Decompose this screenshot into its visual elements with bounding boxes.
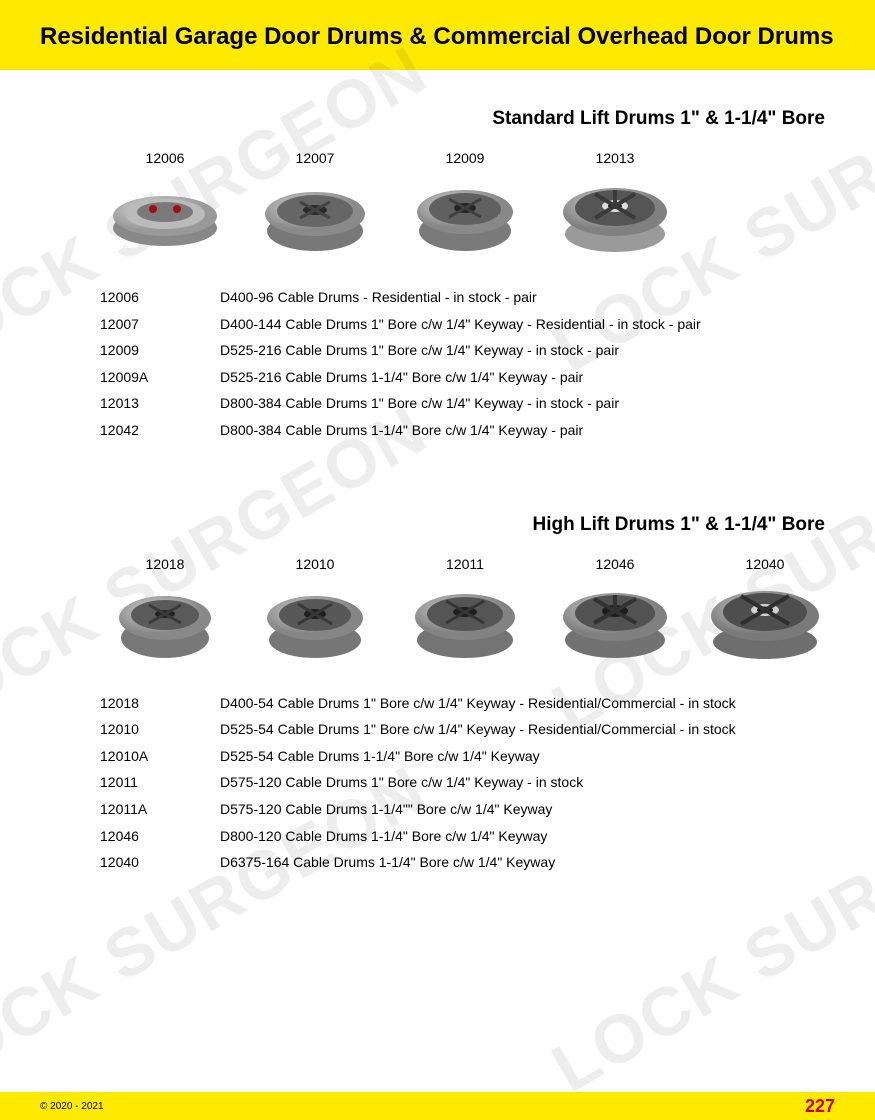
spec-desc: D800-384 Cable Drums 1-1/4" Bore c/w 1/4… <box>220 417 583 444</box>
spec-desc: D800-120 Cable Drums 1-1/4" Bore c/w 1/4… <box>220 823 547 850</box>
spec-desc: D525-54 Cable Drums 1" Bore c/w 1/4" Key… <box>220 716 736 743</box>
product-label: 12013 <box>596 150 635 166</box>
drum-image <box>105 176 225 256</box>
spec-row: 12011AD575-120 Cable Drums 1-1/4"" Bore … <box>100 796 835 823</box>
spec-desc: D400-54 Cable Drums 1" Bore c/w 1/4" Key… <box>220 690 736 717</box>
footer-bar: © 2020 - 2021 227 <box>0 1092 875 1120</box>
spec-code: 12018 <box>100 690 220 717</box>
product-label: 12010 <box>296 556 335 572</box>
spec-desc: D525-216 Cable Drums 1-1/4" Bore c/w 1/4… <box>220 364 583 391</box>
product-item: 12040 <box>700 556 830 662</box>
spec-row: 12009D525-216 Cable Drums 1" Bore c/w 1/… <box>100 337 835 364</box>
spec-desc: D400-96 Cable Drums - Residential - in s… <box>220 284 537 311</box>
spec-row: 12013D800-384 Cable Drums 1" Bore c/w 1/… <box>100 390 835 417</box>
drum-image <box>405 582 525 662</box>
spec-row: 12011D575-120 Cable Drums 1" Bore c/w 1/… <box>100 769 835 796</box>
product-label: 12018 <box>146 556 185 572</box>
product-label: 12011 <box>446 556 484 572</box>
spec-desc: D6375-164 Cable Drums 1-1/4" Bore c/w 1/… <box>220 849 555 876</box>
products-row-standard: 12006 12007 12009 <box>100 150 835 256</box>
spec-desc: D525-216 Cable Drums 1" Bore c/w 1/4" Ke… <box>220 337 619 364</box>
content: Standard Lift Drums 1" & 1-1/4" Bore 120… <box>0 108 875 876</box>
spec-desc: D575-120 Cable Drums 1-1/4"" Bore c/w 1/… <box>220 796 552 823</box>
spec-list-highlift: 12018D400-54 Cable Drums 1" Bore c/w 1/4… <box>100 690 835 876</box>
products-row-highlift: 12018 12010 12011 <box>100 556 835 662</box>
product-label: 12040 <box>746 556 785 572</box>
spec-code: 12007 <box>100 311 220 338</box>
spec-desc: D575-120 Cable Drums 1" Bore c/w 1/4" Ke… <box>220 769 583 796</box>
spec-code: 12006 <box>100 284 220 311</box>
section-title-standard: Standard Lift Drums 1" & 1-1/4" Bore <box>40 108 835 130</box>
spec-desc: D525-54 Cable Drums 1-1/4" Bore c/w 1/4"… <box>220 743 540 770</box>
spec-row: 12046D800-120 Cable Drums 1-1/4" Bore c/… <box>100 823 835 850</box>
product-item: 12013 <box>550 150 680 256</box>
spec-code: 12009 <box>100 337 220 364</box>
spec-code: 12010A <box>100 743 220 770</box>
drum-image <box>255 582 375 662</box>
spec-row: 12006D400-96 Cable Drums - Residential -… <box>100 284 835 311</box>
spec-code: 12009A <box>100 364 220 391</box>
product-label: 12046 <box>596 556 635 572</box>
spec-row: 12010AD525-54 Cable Drums 1-1/4" Bore c/… <box>100 743 835 770</box>
spec-row: 12009AD525-216 Cable Drums 1-1/4" Bore c… <box>100 364 835 391</box>
product-item: 12007 <box>250 150 380 256</box>
spec-code: 12046 <box>100 823 220 850</box>
drum-image <box>705 582 825 662</box>
spec-row: 12007D400-144 Cable Drums 1" Bore c/w 1/… <box>100 311 835 338</box>
drum-image <box>555 582 675 662</box>
header-bar: Residential Garage Door Drums & Commerci… <box>0 0 875 70</box>
drum-image <box>105 582 225 662</box>
spec-code: 12042 <box>100 417 220 444</box>
page-title: Residential Garage Door Drums & Commerci… <box>40 22 835 52</box>
product-item: 12006 <box>100 150 230 256</box>
product-item: 12018 <box>100 556 230 662</box>
product-item: 12010 <box>250 556 380 662</box>
product-item: 12046 <box>550 556 680 662</box>
product-label: 12009 <box>446 150 485 166</box>
spec-code: 12011A <box>100 796 220 823</box>
section-title-highlift: High Lift Drums 1" & 1-1/4" Bore <box>40 514 835 536</box>
spec-row: 12042D800-384 Cable Drums 1-1/4" Bore c/… <box>100 417 835 444</box>
spec-code: 12011 <box>100 769 220 796</box>
drum-image <box>255 176 375 256</box>
spec-desc: D800-384 Cable Drums 1" Bore c/w 1/4" Ke… <box>220 390 619 417</box>
product-label: 12007 <box>296 150 335 166</box>
spec-row: 12040D6375-164 Cable Drums 1-1/4" Bore c… <box>100 849 835 876</box>
spec-desc: D400-144 Cable Drums 1" Bore c/w 1/4" Ke… <box>220 311 701 338</box>
page-number: 227 <box>805 1096 835 1117</box>
spec-row: 12018D400-54 Cable Drums 1" Bore c/w 1/4… <box>100 690 835 717</box>
product-label: 12006 <box>146 150 185 166</box>
spec-list-standard: 12006D400-96 Cable Drums - Residential -… <box>100 284 835 444</box>
drum-image <box>405 176 525 256</box>
spec-code: 12040 <box>100 849 220 876</box>
spec-code: 12010 <box>100 716 220 743</box>
product-item: 12009 <box>400 150 530 256</box>
spec-row: 12010D525-54 Cable Drums 1" Bore c/w 1/4… <box>100 716 835 743</box>
copyright: © 2020 - 2021 <box>40 1101 104 1112</box>
spec-code: 12013 <box>100 390 220 417</box>
product-item: 12011 <box>400 556 530 662</box>
drum-image <box>555 176 675 256</box>
